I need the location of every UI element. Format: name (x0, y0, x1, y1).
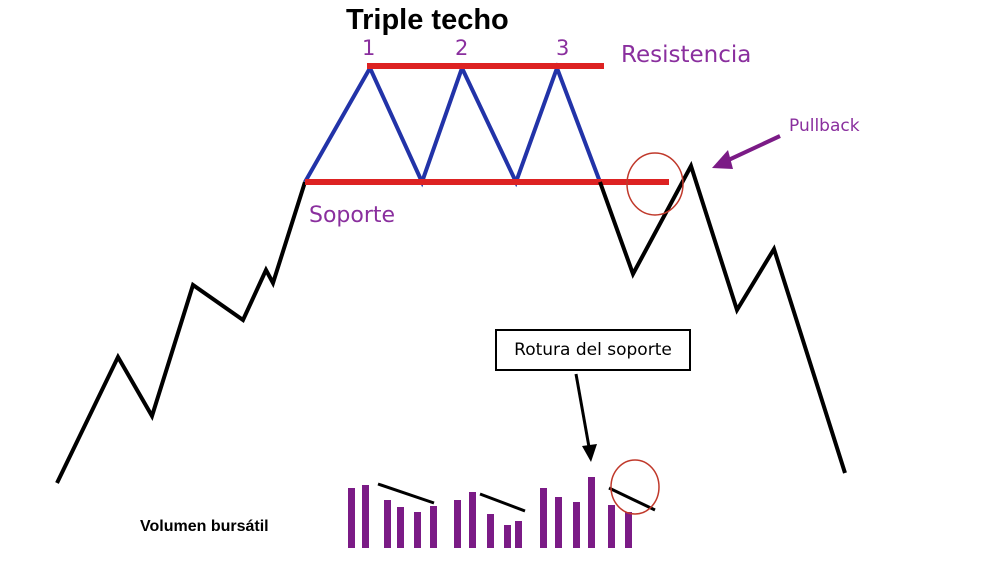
volume-bar (588, 477, 595, 548)
volume-bar (454, 500, 461, 548)
volume-label: Volumen bursátil (140, 518, 269, 535)
arrow-left-purple-icon (721, 134, 781, 165)
volume-bar (348, 488, 355, 548)
price-uptrend-line (55, 181, 307, 484)
volume-bar (515, 521, 522, 548)
highlight-circle-icon (610, 459, 660, 515)
volume-bar (487, 514, 494, 548)
volume-bar (625, 512, 632, 548)
arrow-left-purple-head (712, 150, 733, 169)
volume-bar (397, 507, 404, 548)
volume-bar (504, 525, 511, 548)
volume-bar (414, 512, 421, 548)
volume-bar (430, 506, 437, 548)
volume-bar (573, 502, 580, 548)
pullback-label: Pullback (789, 116, 860, 136)
volume-bar (362, 485, 369, 548)
diagram-title: Triple techo (346, 4, 509, 36)
triple-top-pattern-line (303, 62, 602, 188)
volume-bar (540, 488, 547, 548)
volume-trend-line (608, 486, 656, 512)
peak-label-3: 3 (556, 36, 570, 60)
peak-label-2: 2 (455, 36, 469, 60)
peak-label-1: 1 (362, 36, 376, 60)
support-break-callout: Rotura del soporte (495, 329, 691, 371)
volume-bars (348, 477, 632, 548)
arrow-down-icon (574, 373, 591, 448)
volume-bar (469, 492, 476, 548)
volume-bar (555, 497, 562, 548)
resistance-label: Resistencia (621, 42, 752, 68)
volume-trend-line (479, 492, 526, 513)
price-downtrend-line (598, 160, 847, 474)
arrow-down-head (582, 444, 597, 462)
volume-bar (608, 505, 615, 548)
highlight-circle-icon (626, 152, 684, 216)
volume-bar (384, 500, 391, 548)
volume-trend-line (377, 482, 435, 505)
support-label: Soporte (309, 203, 396, 228)
